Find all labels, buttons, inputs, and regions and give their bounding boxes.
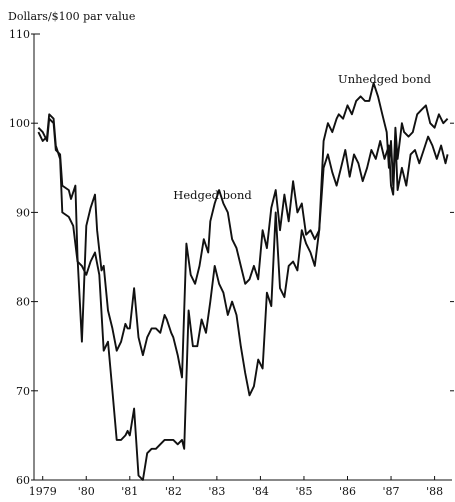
ticks: 60 70 80 90 100 110 1979 '80 '81 '82 '83 '84 '85 '86 '… bbox=[9, 28, 454, 498]
y-tick-label: 100 bbox=[9, 117, 30, 130]
x-tick-label: '88 bbox=[426, 485, 443, 498]
x-tick-label: '85 bbox=[295, 485, 312, 498]
annotation-label: Hedged bond bbox=[173, 188, 252, 202]
annotations: Hedged bond Unhedged bond bbox=[173, 72, 431, 202]
x-tick-label: '81 bbox=[121, 485, 138, 498]
x-tick-label: '87 bbox=[383, 485, 400, 498]
y-tick-label: 70 bbox=[16, 385, 30, 398]
y-tick-label: 110 bbox=[9, 28, 30, 41]
unhedged-bond-line bbox=[37, 113, 449, 481]
series-lines bbox=[37, 82, 449, 481]
y-tick-label: 90 bbox=[16, 206, 30, 219]
hedged-bond-line bbox=[37, 82, 449, 379]
x-tick-label: '82 bbox=[165, 485, 182, 498]
y-tick-label: 60 bbox=[16, 474, 30, 487]
x-tick-label: '80 bbox=[78, 485, 95, 498]
x-tick-label: '84 bbox=[252, 485, 269, 498]
annotation-label: Unhedged bond bbox=[338, 72, 432, 86]
y-tick-label: 80 bbox=[16, 296, 30, 309]
x-tick-label: 1979 bbox=[29, 485, 57, 498]
x-tick-label: '83 bbox=[208, 485, 225, 498]
y-axis-label: Dollars/$100 par value bbox=[8, 10, 135, 23]
x-tick-label: '86 bbox=[339, 485, 356, 498]
